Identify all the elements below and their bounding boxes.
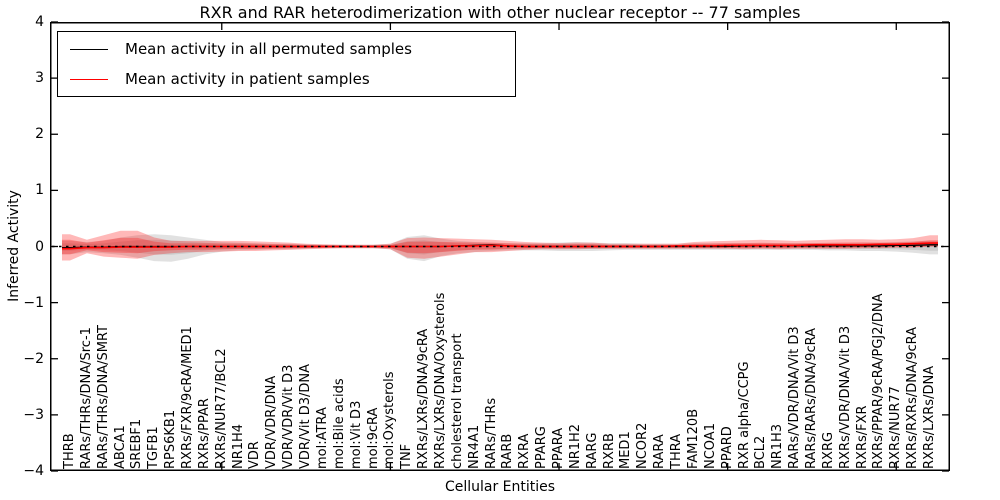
x-tick-label: RXRs/RXRs/DNA/9cRA — [905, 326, 921, 469]
x-tick-label: THRB — [62, 433, 77, 469]
x-tick-label: THRA — [669, 433, 685, 469]
y-tick-label: −2 — [23, 350, 44, 367]
x-tick-label: RARs/THRs/DNA/SMRT — [95, 325, 111, 469]
x-tick-label: RARs/VDR/DNA/Vit D3 — [787, 326, 803, 469]
x-tick-label: RXRG — [820, 431, 836, 469]
x-tick-label: PPARD — [719, 426, 735, 469]
y-tick-label: −4 — [23, 463, 44, 479]
x-tick-label: RXRs/LXRs/DNA/9cRA — [416, 328, 432, 469]
red-line-sample-icon — [70, 78, 108, 80]
x-tick-label: RXRs/NUR77/BCL2 — [213, 348, 229, 469]
x-tick-label: RARs/RARs/DNA/9cRA — [803, 328, 819, 469]
patient-mean-line — [62, 242, 938, 250]
legend-item-patient: Mean activity in patient samples — [58, 64, 515, 94]
x-tick-label: RXRB — [601, 433, 617, 469]
x-tick-label: RXRs/LXRs/DNA/Oxysterols — [432, 292, 448, 469]
x-tick-label: NCOR2 — [635, 422, 651, 469]
y-tick-label: 2 — [35, 126, 44, 143]
x-tick-label: NR1H3 — [770, 423, 786, 469]
x-tick-label: RXR alpha/CCPG — [736, 361, 752, 469]
plot-canvas — [50, 21, 950, 472]
y-tick-label: 3 — [35, 70, 44, 87]
x-tick-label: mol:Bile acids — [331, 378, 347, 469]
x-tick-label: VDR/VDR/DNA — [264, 375, 280, 469]
x-tick-label: RXRs/FXR/9cRA/MED1 — [180, 326, 196, 469]
x-tick-label: cholesterol transport — [449, 333, 465, 469]
x-tick-label: ABCA1 — [112, 425, 128, 469]
x-tick-label: RXRs/NUR77 — [888, 386, 904, 469]
legend: Mean activity in all permuted samples Me… — [57, 31, 516, 97]
legend-label: Mean activity in all permuted samples — [125, 40, 412, 58]
legend-label: Mean activity in patient samples — [125, 70, 370, 88]
x-tick-label: RXRs/PPAR — [196, 398, 212, 469]
black-line-sample-icon — [70, 48, 108, 50]
x-tick-label: mol:ATRA — [314, 407, 330, 469]
x-tick-label: PPARG — [534, 426, 550, 469]
x-tick-label: BCL2 — [753, 435, 769, 469]
x-tick-label: VDR/Vit D3/DNA — [298, 363, 314, 469]
x-tick-label: NR1H4 — [230, 423, 246, 469]
x-tick-label: FAM120B — [685, 408, 701, 469]
x-tick-label: mol:Oxysterols — [382, 371, 398, 470]
chart-title: RXR and RAR heterodimerization with othe… — [199, 3, 801, 22]
x-tick-label: mol:9cRA — [365, 407, 381, 469]
x-tick-label: NCOA1 — [702, 423, 718, 469]
x-tick-label: RPS6KB1 — [163, 409, 179, 469]
x-tick-label: PPARA — [551, 427, 567, 469]
x-tick-label: NR1H2 — [567, 423, 583, 469]
legend-item-permuted: Mean activity in all permuted samples — [58, 34, 515, 64]
x-axis-label: Cellular Entities — [444, 479, 556, 495]
plot-area — [50, 21, 950, 472]
x-tick-label: NR4A1 — [466, 424, 482, 469]
axes-spines — [50, 22, 950, 471]
x-tick-label: RARA — [652, 434, 668, 469]
x-tick-label: RXRs/LXRs/DNA — [922, 365, 937, 469]
x-tick-label: RARG — [584, 432, 600, 469]
x-tick-label: MED1 — [618, 431, 634, 469]
x-tick-label: SREBF1 — [129, 418, 145, 469]
x-tick-label: TGFB1 — [146, 426, 162, 469]
x-tick-label: VDR — [247, 441, 263, 469]
y-tick-label: 0 — [35, 238, 44, 255]
x-tick-label: RARB — [500, 433, 516, 469]
permuted-range-band — [62, 234, 938, 262]
y-tick-label: 1 — [35, 182, 44, 199]
x-tick-label: RXRA — [517, 433, 533, 469]
x-tick-label: RARs/THRs — [483, 397, 499, 469]
x-tick-label: TNF — [399, 443, 415, 469]
x-tick-label: RXRs/FXR — [854, 405, 870, 469]
x-tick-label: RARs/THRs/DNA/Src-1 — [78, 327, 94, 469]
x-tick-label: mol:Vit D3 — [348, 400, 364, 469]
y-tick-label: −3 — [23, 406, 44, 423]
x-tick-label: RXRs/VDR/DNA/Vit D3 — [837, 325, 853, 469]
y-tick-label: 4 — [35, 14, 44, 30]
y-tick-label: −1 — [23, 294, 44, 311]
x-tick-label: VDR/VDR/Vit D3 — [281, 364, 297, 469]
x-tick-label: RXRs/PPAR/9cRA/PGJ2/DNA — [871, 293, 887, 470]
